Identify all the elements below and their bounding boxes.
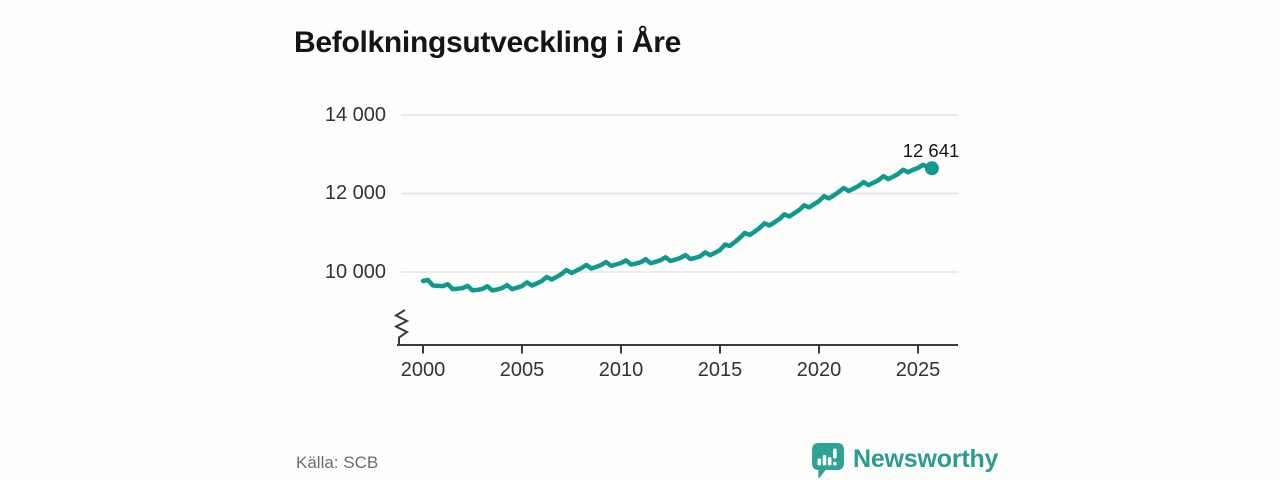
newsworthy-chart-bubble-icon bbox=[812, 443, 844, 479]
source-attribution: Källa: SCB bbox=[296, 453, 379, 472]
x-axis-tick-label: 2015 bbox=[697, 359, 743, 381]
x-axis-tick-label: 2000 bbox=[400, 359, 446, 381]
y-axis-tick-label: 12 000 bbox=[324, 182, 386, 204]
x-axis-tick-label: 2010 bbox=[598, 359, 644, 381]
y-axis-tick-label: 10 000 bbox=[324, 261, 386, 283]
y-axis-tick-label: 14 000 bbox=[324, 104, 386, 126]
chart-title: Befolkningsutveckling i Åre bbox=[294, 26, 681, 60]
x-axis-tick-label: 2005 bbox=[499, 359, 545, 381]
x-axis-tick-label: 2025 bbox=[895, 359, 941, 381]
newsworthy-logo-link[interactable]: Newsworthy bbox=[810, 442, 998, 480]
last-value-label: 12 641 bbox=[902, 140, 960, 161]
newsworthy-brand-name: Newsworthy bbox=[853, 445, 999, 473]
x-axis-tick-label: 2020 bbox=[796, 359, 842, 381]
